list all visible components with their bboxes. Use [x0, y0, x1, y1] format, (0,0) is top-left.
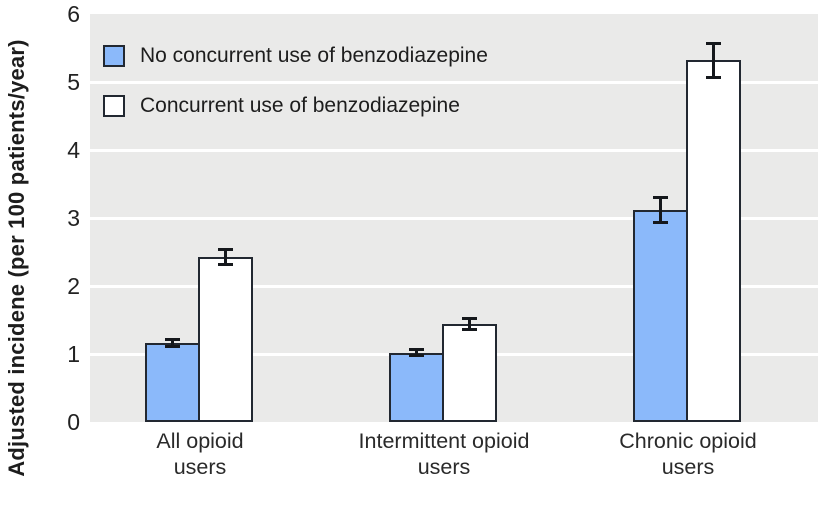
error-bar: [712, 43, 715, 78]
y-tick-label: 0: [67, 409, 80, 435]
bar-series1-group3: [633, 209, 688, 422]
error-bar-cap: [653, 196, 668, 200]
error-bar-cap: [218, 263, 233, 267]
plot-area: No concurrent use of benzodiazepine Conc…: [90, 14, 818, 422]
x-category-label: All opioid users: [156, 429, 244, 480]
y-tick-label: 4: [67, 137, 80, 163]
legend-label-no-benzodiazepine: No concurrent use of benzodiazepine: [140, 44, 488, 67]
error-bar-cap: [462, 328, 477, 332]
y-tick-label: 2: [67, 273, 80, 299]
legend-label-benzodiazepine: Concurrent use of benzodiazepine: [140, 94, 460, 117]
legend-swatch-white: [103, 95, 125, 117]
gridline: [90, 80, 818, 84]
error-bar-cap: [409, 348, 424, 352]
y-tick-label: 6: [67, 1, 80, 27]
error-bar-cap: [218, 248, 233, 252]
gridline: [90, 148, 818, 152]
legend-item-benzodiazepine: Concurrent use of benzodiazepine: [103, 93, 460, 119]
error-bar-cap: [653, 220, 668, 224]
error-bar-cap: [409, 353, 424, 357]
y-axis-title: Adjusted incidene (per 100 patients/year…: [4, 39, 29, 477]
gridline: [90, 284, 818, 288]
legend-swatch-blue: [103, 45, 125, 67]
legend-item-no-benzodiazepine: No concurrent use of benzodiazepine: [103, 43, 488, 69]
y-tick-label: 1: [67, 341, 80, 367]
error-bar: [224, 249, 227, 265]
error-bar: [468, 318, 471, 330]
bar-series1-group1: [145, 343, 200, 422]
x-category-label: Chronic opioid users: [619, 429, 757, 480]
y-tick-label: 5: [67, 69, 80, 95]
y-tick-label: 3: [67, 205, 80, 231]
error-bar-cap: [706, 75, 721, 79]
error-bar: [415, 349, 418, 356]
error-bar-cap: [462, 317, 477, 321]
error-bar-cap: [165, 345, 180, 349]
bar-series2-group1: [198, 257, 253, 422]
error-bar: [171, 339, 174, 347]
error-bar-cap: [706, 41, 721, 45]
bar-series2-group2: [442, 324, 497, 422]
bar-series1-group2: [389, 352, 444, 422]
error-bar: [659, 197, 662, 223]
error-bar-cap: [165, 338, 180, 342]
x-category-label: Intermittent opioid users: [358, 429, 530, 480]
gridline: [90, 216, 818, 220]
bar-series2-group3: [686, 60, 741, 422]
